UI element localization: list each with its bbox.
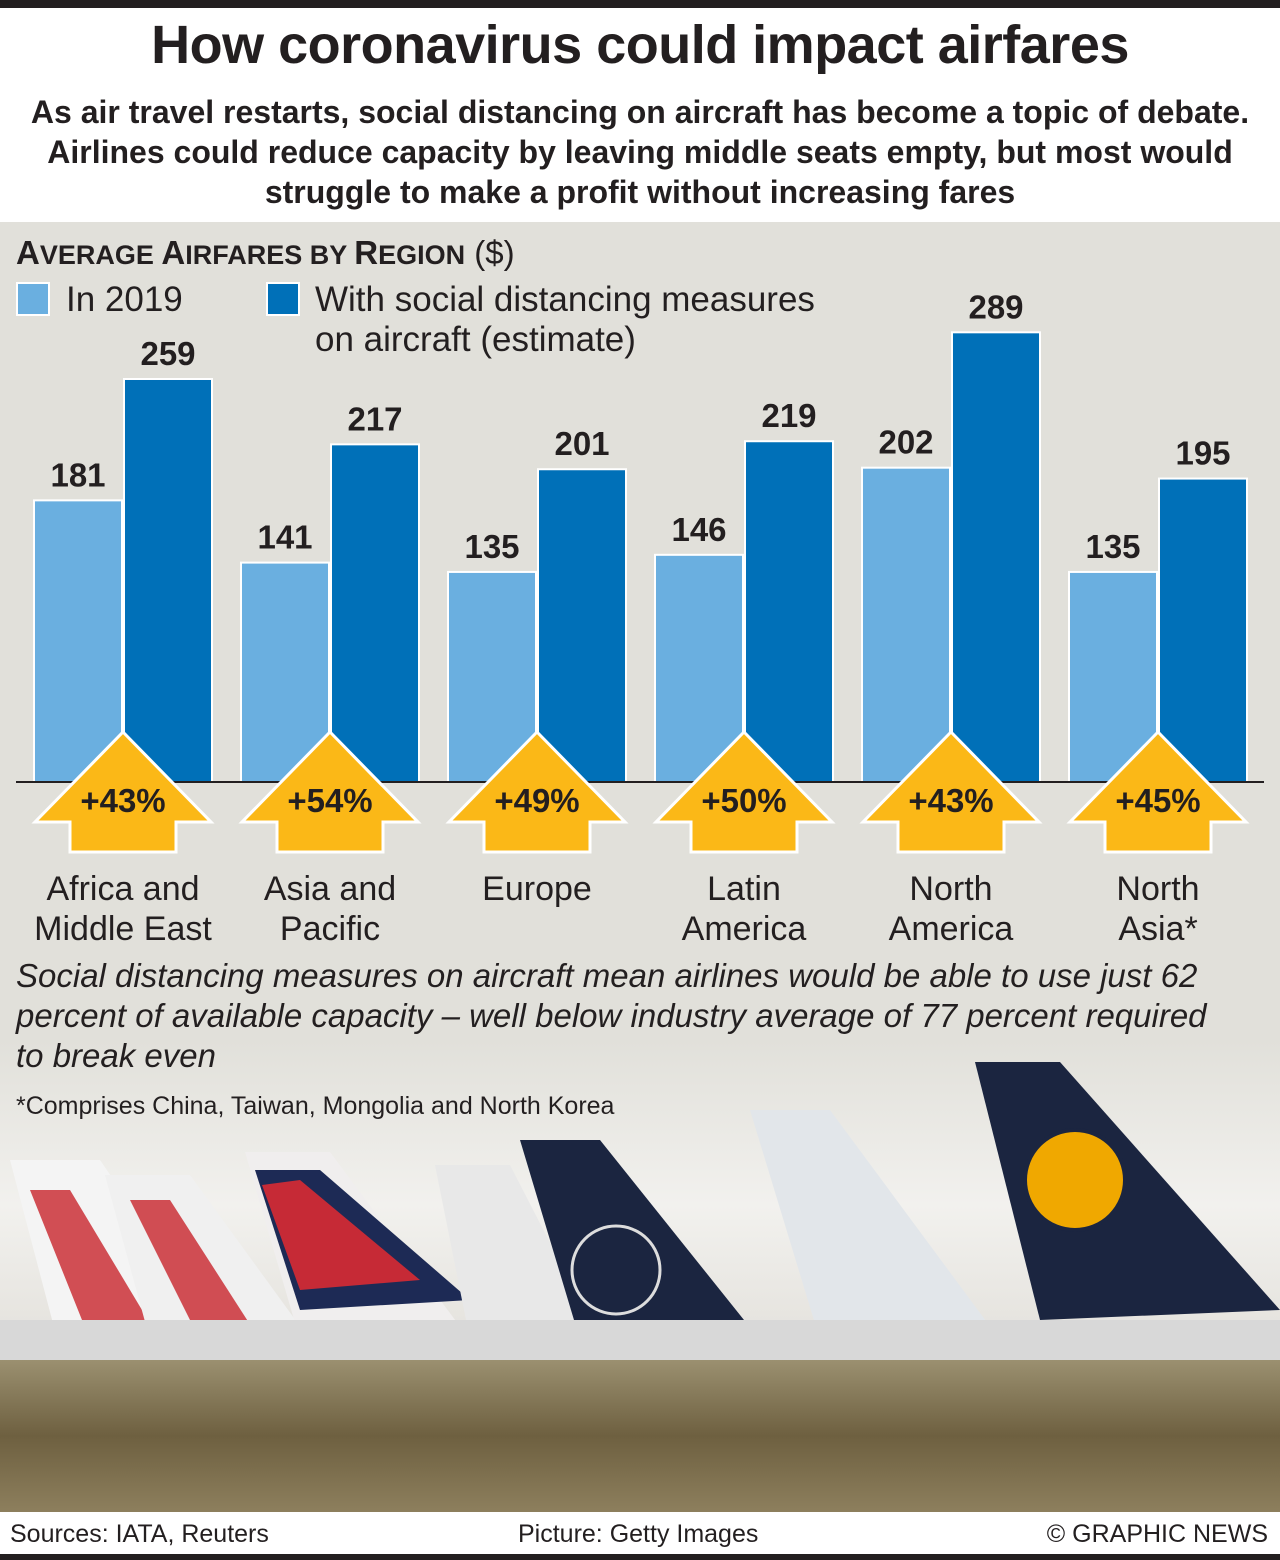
bar-distancing bbox=[123, 377, 213, 783]
bar-distancing bbox=[537, 468, 627, 783]
category-label: Asia* bbox=[1118, 910, 1197, 948]
capacity-note: Social distancing measures on aircraft m… bbox=[16, 957, 1207, 1074]
bar-value-label: 289 bbox=[968, 288, 1023, 325]
up-arrow-icon bbox=[445, 729, 629, 854]
category-label: Europe bbox=[482, 870, 592, 908]
legend-swatch-2019 bbox=[16, 282, 50, 316]
parked-aircraft-photo bbox=[0, 1040, 1280, 1512]
bar-distancing bbox=[1158, 477, 1248, 783]
increase-label: +54% bbox=[287, 782, 372, 819]
page-title: How coronavirus could impact airfares bbox=[151, 15, 1129, 75]
bar-value-label: 135 bbox=[1085, 528, 1140, 565]
increase-label: +43% bbox=[80, 782, 165, 819]
legend-label-2019: In 2019 bbox=[66, 280, 183, 319]
bar-value-label: 135 bbox=[464, 528, 519, 565]
top-rule bbox=[0, 0, 1280, 8]
bar-value-label: 202 bbox=[878, 424, 933, 461]
page-subtitle: As air travel restarts, social distancin… bbox=[30, 94, 1250, 210]
bar-2019 bbox=[240, 561, 330, 783]
category-label: Asia and bbox=[264, 870, 396, 908]
increase-label: +50% bbox=[701, 782, 786, 819]
category-label: North bbox=[909, 870, 992, 908]
picture-credit: Picture: Getty Images bbox=[518, 1520, 759, 1548]
up-arrow-icon bbox=[238, 729, 422, 854]
bar-distancing bbox=[744, 440, 834, 783]
legend-swatch-distancing bbox=[266, 282, 300, 316]
bar-chart: 181 259 141 217 135 201 146 219 202 289 135 195 +43%… bbox=[16, 288, 1264, 948]
up-arrow-icon bbox=[859, 729, 1043, 854]
category-label: Pacific bbox=[280, 910, 380, 948]
up-arrow-icon bbox=[1066, 729, 1250, 854]
footnote: *Comprises China, Taiwan, Mongolia and N… bbox=[16, 1092, 615, 1120]
bar-value-label: 146 bbox=[671, 511, 726, 548]
category-label: North bbox=[1116, 870, 1199, 908]
sources: Sources: IATA, Reuters bbox=[10, 1520, 269, 1548]
category-label: Latin bbox=[707, 870, 781, 908]
chart-title: AVERAGE AIRFARES BY REGION ($) bbox=[16, 234, 515, 271]
bar-distancing bbox=[951, 331, 1041, 783]
bar-value-label: 195 bbox=[1175, 435, 1230, 472]
bar-value-label: 259 bbox=[140, 335, 195, 372]
category-label: America bbox=[682, 910, 807, 948]
bar-2019 bbox=[33, 499, 123, 783]
bottom-rule bbox=[0, 1554, 1280, 1560]
up-arrow-icon bbox=[31, 729, 215, 854]
category-label: Middle East bbox=[34, 910, 212, 948]
footer: Sources: IATA, Reuters Picture: Getty Im… bbox=[0, 1512, 1280, 1556]
increase-label: +43% bbox=[908, 782, 993, 819]
bar-2019 bbox=[861, 466, 951, 783]
bar-value-label: 201 bbox=[554, 425, 609, 462]
graphic-news-credit: © GRAPHIC NEWS bbox=[1046, 1520, 1268, 1548]
bar-value-label: 181 bbox=[50, 456, 105, 493]
bar-value-label: 141 bbox=[257, 519, 312, 556]
bar-distancing bbox=[330, 443, 420, 783]
increase-label: +45% bbox=[1115, 782, 1200, 819]
category-label: America bbox=[889, 910, 1014, 948]
bar-value-label: 219 bbox=[761, 397, 816, 434]
legend-label-distancing: With social distancing measures on aircra… bbox=[315, 280, 815, 359]
category-label: Africa and bbox=[46, 870, 199, 908]
increase-label: +49% bbox=[494, 782, 579, 819]
bar-2019 bbox=[654, 553, 744, 783]
bar-value-label: 217 bbox=[347, 400, 402, 437]
up-arrow-icon bbox=[652, 729, 836, 854]
